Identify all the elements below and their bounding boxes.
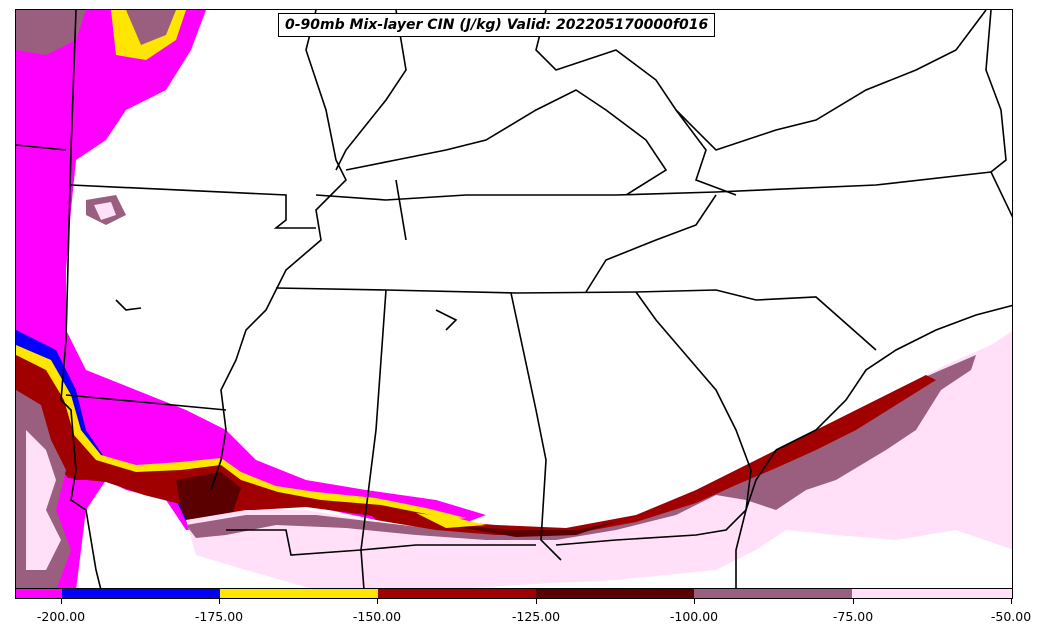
cin-map xyxy=(16,10,1012,588)
map-title: 0-90mb Mix-layer CIN (J/kg) Valid: 20220… xyxy=(278,13,716,37)
map-panel xyxy=(15,9,1013,589)
colorbar-tick-label: -150.00 xyxy=(352,609,402,624)
colorbar-tickmark-0 xyxy=(61,599,62,604)
colorbar-tick-label: -175.00 xyxy=(194,609,244,624)
colorbar-tickmark-3 xyxy=(536,599,537,604)
colorbar-bin-4 xyxy=(536,589,694,598)
cin-field-gulf xyxy=(186,331,1012,588)
colorbar-tick-label: -50.00 xyxy=(990,609,1032,624)
colorbar-tickmark-2 xyxy=(377,599,378,604)
colorbar-bin-3 xyxy=(378,589,536,598)
colorbar-tick-label: -100.00 xyxy=(669,609,719,624)
colorbar-tickmark-1 xyxy=(219,599,220,604)
colorbar-tick-label: -75.00 xyxy=(832,609,874,624)
colorbar-tickmark-4 xyxy=(694,599,695,604)
colorbar-tickmark-6 xyxy=(1011,599,1012,604)
state-boundaries xyxy=(16,10,1012,588)
colorbar-tick-label: -125.00 xyxy=(511,609,561,624)
colorbar xyxy=(15,588,1013,599)
cin-field-west xyxy=(16,10,486,588)
colorbar-bin-5 xyxy=(694,589,852,598)
colorbar-tick-label: -200.00 xyxy=(36,609,86,624)
colorbar-bin-0 xyxy=(16,589,62,598)
colorbar-bin-1 xyxy=(62,589,220,598)
colorbar-bins xyxy=(16,589,1012,598)
colorbar-bin-6 xyxy=(852,589,1012,598)
colorbar-tickmark-5 xyxy=(853,599,854,604)
colorbar-bin-2 xyxy=(220,589,378,598)
